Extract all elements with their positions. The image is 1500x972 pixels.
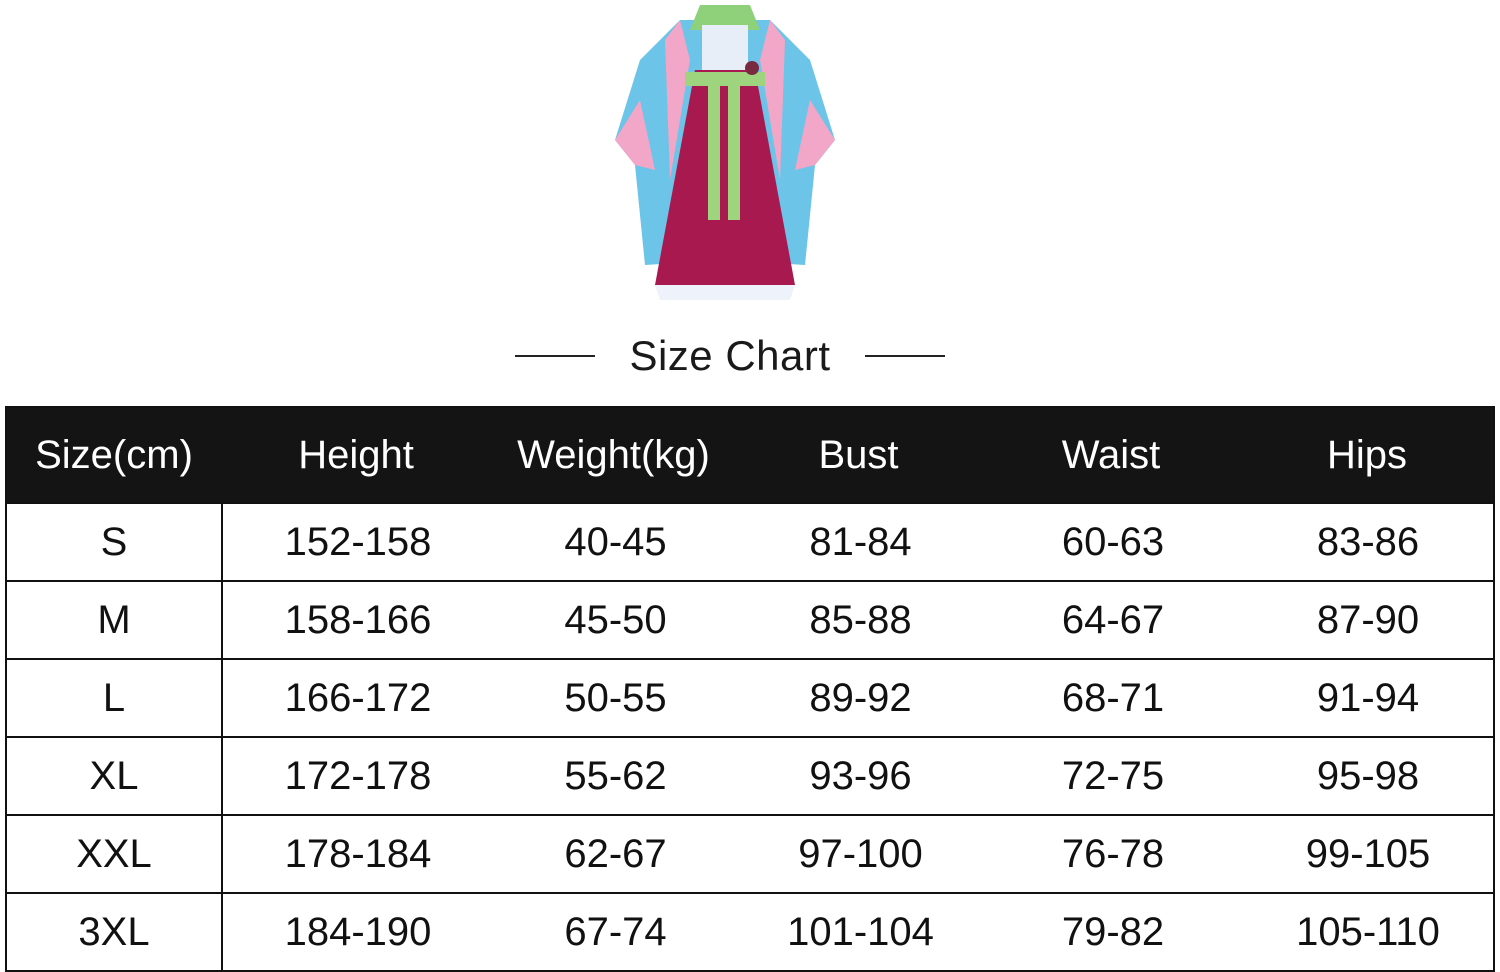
header-waist: Waist [1061, 432, 1161, 477]
table-row: S 152-158 40-45 81-84 60-63 83-86 [7, 502, 1493, 580]
cell-waist: 72-75 [1061, 753, 1165, 798]
table-row: 3XL 184-190 67-74 101-104 79-82 105-110 [7, 892, 1493, 970]
cell-height: 158-166 [284, 597, 432, 642]
cell-hips: 83-86 [1316, 519, 1420, 564]
table-row: M 158-166 45-50 85-88 64-67 87-90 [7, 580, 1493, 658]
cell-size: 3XL [7, 894, 223, 970]
cell-weight: 55-62 [564, 753, 667, 798]
cell-hips: 95-98 [1316, 753, 1420, 798]
dress-product-image [615, 5, 835, 300]
cell-waist: 68-71 [1061, 675, 1165, 720]
header-weight: Weight(kg) [517, 432, 710, 477]
cell-bust: 89-92 [809, 675, 912, 720]
cell-weight: 40-45 [564, 519, 667, 564]
cell-bust: 85-88 [809, 597, 912, 642]
size-chart-title: Size Chart [629, 332, 831, 379]
cell-weight: 50-55 [564, 675, 667, 720]
table-row: L 166-172 50-55 89-92 68-71 91-94 [7, 658, 1493, 736]
table-row: XXL 178-184 62-67 97-100 76-78 99-105 [7, 814, 1493, 892]
cell-height: 184-190 [284, 909, 432, 954]
cell-bust: 97-100 [798, 831, 923, 876]
cell-weight: 45-50 [564, 597, 667, 642]
title-rule-right [864, 355, 945, 357]
header-bust: Bust [818, 432, 899, 477]
table-header: Size(cm) Height Weight(kg) Bust Waist Hi… [7, 408, 1493, 502]
header-height: Height [298, 432, 414, 477]
cell-hips: 99-105 [1305, 831, 1431, 876]
cell-bust: 81-84 [809, 519, 912, 564]
size-table: Size(cm) Height Weight(kg) Bust Waist Hi… [5, 406, 1495, 972]
cell-hips: 87-90 [1316, 597, 1420, 642]
cell-size: S [7, 504, 223, 580]
cell-bust: 101-104 [787, 909, 934, 954]
cell-height: 166-172 [284, 675, 432, 720]
cell-weight: 62-67 [564, 831, 667, 876]
cell-size: M [7, 582, 223, 658]
cell-waist: 60-63 [1061, 519, 1165, 564]
cell-height: 172-178 [284, 753, 432, 798]
cell-hips: 105-110 [1296, 909, 1440, 954]
cell-size: XL [7, 738, 223, 814]
cell-height: 178-184 [284, 831, 432, 876]
table-row: XL 172-178 55-62 93-96 72-75 95-98 [7, 736, 1493, 814]
title-block: Size Chart [0, 328, 1460, 384]
header-size: Size(cm) [35, 432, 193, 477]
cell-waist: 64-67 [1061, 597, 1165, 642]
header-hips: Hips [1326, 432, 1408, 477]
cell-weight: 67-74 [564, 909, 667, 954]
cell-waist: 76-78 [1061, 831, 1165, 876]
cell-size: L [7, 660, 223, 736]
cell-waist: 79-82 [1061, 909, 1165, 954]
cell-hips: 91-94 [1316, 675, 1420, 720]
cell-height: 152-158 [284, 519, 432, 564]
cell-bust: 93-96 [809, 753, 912, 798]
title-rule-left [515, 355, 596, 357]
cell-size: XXL [7, 816, 223, 892]
